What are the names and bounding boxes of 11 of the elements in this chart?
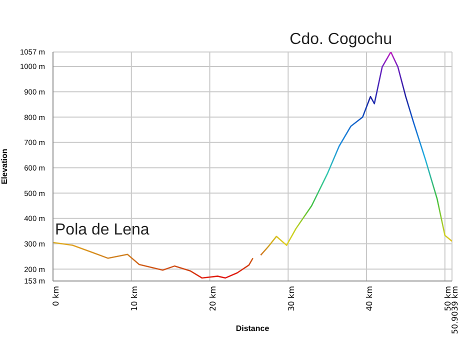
x-tick-label: 50 km (444, 286, 453, 312)
x-tick-label: 20 km (208, 286, 218, 312)
x-axis-title: Distance (236, 324, 270, 333)
annotation: Cdo. Cogochu (290, 31, 392, 48)
y-axis-title: Elevation (0, 148, 9, 184)
annotation: Pola de Lena (55, 221, 150, 238)
x-tick-label: 10 km (130, 286, 140, 312)
x-tick-label: 40 km (365, 286, 374, 312)
x-tick-label: 50.9039 km (450, 286, 460, 334)
x-tick-label: 0 km (52, 286, 61, 306)
x-tick-label: 30 km (286, 286, 296, 312)
